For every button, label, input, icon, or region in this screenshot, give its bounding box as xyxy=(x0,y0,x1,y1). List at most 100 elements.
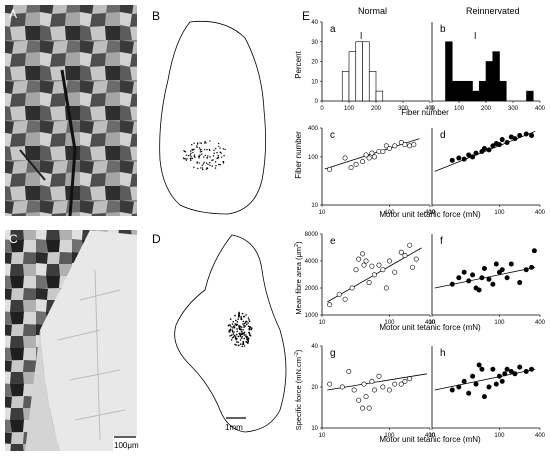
data-point xyxy=(402,378,408,384)
y-tick-label: 100 xyxy=(308,155,319,161)
territory-dot xyxy=(217,154,219,157)
regression-line xyxy=(434,131,536,172)
data-point xyxy=(356,256,362,262)
territory-dot xyxy=(234,335,236,337)
territory-dot xyxy=(190,155,192,158)
territory-dot xyxy=(193,142,195,144)
territory-dot xyxy=(250,328,253,331)
territory-dot xyxy=(230,326,232,328)
histogram-bar xyxy=(465,80,473,102)
subpanel-letter-f: f xyxy=(440,236,443,247)
panel-letter-b: B xyxy=(152,9,160,23)
data-point xyxy=(402,253,408,259)
subpanel-letter-d: d xyxy=(440,130,446,141)
territory-dot xyxy=(201,167,204,169)
y-tick-label: 40 xyxy=(311,344,318,350)
territory-dot xyxy=(237,316,240,318)
x-tick-label: 200 xyxy=(481,106,492,112)
territory-dot xyxy=(241,333,243,336)
territory-dot xyxy=(243,326,245,328)
territory-dot xyxy=(230,334,233,336)
territory-dot xyxy=(245,314,247,316)
data-point xyxy=(529,264,535,270)
territory-dot xyxy=(203,161,205,163)
data-point xyxy=(456,384,462,390)
territory-dot xyxy=(233,325,236,327)
territory-dot xyxy=(229,324,231,326)
histogram-bar xyxy=(458,80,467,102)
territory-dot xyxy=(199,151,202,153)
data-point xyxy=(366,155,372,161)
territory-dot xyxy=(242,343,245,345)
x-tick-label: 100 xyxy=(344,106,355,112)
data-point xyxy=(499,267,505,273)
territory-dot xyxy=(238,311,240,314)
territory-dot xyxy=(231,330,234,333)
data-point xyxy=(499,378,505,384)
fiber-number-y-label: Fiber number xyxy=(294,131,303,179)
territory-dot xyxy=(237,335,240,338)
micrograph-c xyxy=(5,230,137,451)
territory-dot xyxy=(209,156,211,158)
data-point xyxy=(486,147,492,153)
x-tick-label: 100 xyxy=(494,433,505,439)
panel-letter-d: D xyxy=(152,232,161,246)
territory-dot xyxy=(214,147,217,150)
data-point xyxy=(383,285,389,291)
area-y-label: Mean fibre area (μm2) xyxy=(294,241,303,315)
territory-dot xyxy=(219,151,221,153)
territory-dot xyxy=(238,313,240,315)
data-point xyxy=(409,264,415,270)
territory-dot xyxy=(229,335,231,337)
muscle-outline-b xyxy=(159,20,266,215)
territory-dot xyxy=(234,343,236,346)
data-point xyxy=(490,143,496,149)
data-point xyxy=(336,291,342,297)
territory-dot xyxy=(207,155,209,157)
data-point xyxy=(398,249,404,255)
data-point xyxy=(376,373,382,379)
territory-dot xyxy=(207,163,209,165)
data-point xyxy=(517,132,523,138)
data-point xyxy=(386,387,392,393)
territory-dot xyxy=(219,147,221,149)
x-tick-label: 400 xyxy=(535,106,546,112)
territory-dot xyxy=(247,339,249,342)
territory-dot xyxy=(182,157,185,159)
histogram-bar xyxy=(472,90,480,102)
x-tick-label: 400 xyxy=(535,433,546,439)
territory-dot xyxy=(240,330,243,333)
territory-dot xyxy=(201,164,203,167)
territory-dot xyxy=(239,328,241,331)
subpanel-letter-b: b xyxy=(440,24,446,35)
territory-dot xyxy=(197,167,199,170)
territory-dot xyxy=(246,338,249,340)
data-point xyxy=(473,381,479,387)
data-point xyxy=(476,362,482,368)
data-point xyxy=(523,131,529,137)
territory-dot xyxy=(247,317,250,319)
territory-dot xyxy=(193,166,195,169)
territory-dot xyxy=(231,329,234,331)
data-point xyxy=(461,269,467,275)
y-tick-label: 2000 xyxy=(305,286,319,292)
territory-dot xyxy=(249,326,252,328)
territory-dot xyxy=(204,154,207,157)
territory-dot xyxy=(238,325,240,328)
territory-dot xyxy=(222,162,225,164)
territory-dot xyxy=(217,156,220,158)
territory-dot xyxy=(209,164,211,167)
data-point xyxy=(346,368,352,374)
data-point xyxy=(508,261,514,267)
territory-dot xyxy=(243,337,246,340)
data-point xyxy=(351,387,357,393)
territory-dot xyxy=(183,150,185,152)
territory-dot xyxy=(239,332,241,335)
x-tick-label: 10 xyxy=(429,320,436,326)
histogram-bar xyxy=(375,90,384,102)
data-point xyxy=(380,267,386,273)
territory-dot xyxy=(219,164,221,166)
histogram-bar xyxy=(499,80,507,102)
data-point xyxy=(371,154,377,160)
